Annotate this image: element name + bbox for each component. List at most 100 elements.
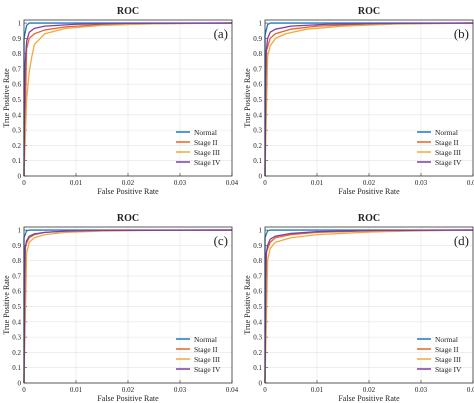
- y-tick-label: 0.6: [253, 81, 262, 89]
- y-tick-label: 0.2: [253, 142, 262, 150]
- series-line-stage-iv: [264, 22, 474, 177]
- chart-title: ROC: [358, 213, 380, 224]
- legend-label: Normal: [435, 128, 458, 137]
- x-axis-label: False Positive Rate: [338, 187, 400, 196]
- y-tick-label: 0.9: [253, 242, 262, 250]
- x-tick-label: 0.03: [415, 179, 428, 187]
- x-tick-label: 0.04: [226, 179, 239, 187]
- x-tick-label: 0.01: [70, 386, 83, 394]
- legend-label: Stage IV: [194, 365, 221, 374]
- chart-title: ROC: [117, 6, 139, 17]
- y-tick-label: 0.7: [12, 272, 21, 280]
- series-line-stage-iv: [264, 229, 474, 384]
- y-tick-label: 0.5: [12, 96, 21, 104]
- series-line-stage-iv: [23, 229, 233, 384]
- y-tick-label: 0.3: [253, 334, 262, 342]
- legend-label: Stage III: [194, 148, 221, 157]
- y-tick-label: 1: [18, 227, 22, 235]
- y-tick-label: 0.7: [253, 65, 262, 73]
- roc-panel-3: 0 0.1 0.2 0.3 0.4 0.5 0.6 0.7 0.8 0.9 1 0 0.01 0.02 0.…: [2, 213, 239, 403]
- legend-label: Stage II: [435, 345, 459, 354]
- y-tick-label: 0: [259, 173, 263, 181]
- legend-label: Stage II: [194, 345, 218, 354]
- panel-label: (d): [454, 233, 469, 248]
- y-tick-label: 1: [259, 227, 263, 235]
- y-tick-label: 0.5: [12, 303, 21, 311]
- series-line-stage-iii: [264, 229, 474, 384]
- y-tick-label: 0.8: [12, 50, 21, 58]
- x-tick-label: 0.03: [174, 179, 187, 187]
- legend-label: Stage IV: [194, 158, 221, 167]
- y-axis-label: True Positive Rate: [243, 275, 252, 335]
- x-tick-label: 0.04: [226, 386, 239, 394]
- axes-frame: [264, 19, 474, 177]
- y-tick-label: 0.6: [12, 288, 21, 296]
- y-tick-label: 0.4: [12, 318, 21, 326]
- y-tick-label: 0.4: [253, 318, 262, 326]
- legend-label: Stage II: [435, 138, 459, 147]
- y-tick-label: 0.8: [253, 257, 262, 265]
- x-tick-label: 0: [22, 179, 26, 187]
- y-tick-label: 0.9: [12, 242, 21, 250]
- x-tick-label: 0: [22, 386, 26, 394]
- x-tick-label: 0.01: [70, 179, 83, 187]
- panel-label: (c): [214, 233, 228, 248]
- x-tick-label: 0.02: [363, 386, 376, 394]
- y-tick-label: 0: [18, 173, 22, 181]
- axes-frame: [23, 226, 233, 384]
- x-tick-label: 0.01: [311, 386, 324, 394]
- x-tick-label: 0.03: [174, 386, 187, 394]
- chart-title: ROC: [117, 213, 139, 224]
- legend-label: Stage II: [194, 138, 218, 147]
- x-tick-label: 0.02: [122, 386, 135, 394]
- y-tick-label: 0.1: [253, 364, 262, 372]
- roc-panel-1: 0 0.1 0.2 0.3 0.4 0.5 0.6 0.7 0.8 0.9 1 0 0.01 0.02 0.…: [2, 6, 239, 196]
- legend-label: Normal: [194, 335, 217, 344]
- y-tick-label: 0.3: [12, 127, 21, 135]
- y-axis-label: True Positive Rate: [243, 68, 252, 128]
- chart-title: ROC: [358, 6, 380, 17]
- y-tick-label: 0.4: [253, 111, 262, 119]
- legend-label: Normal: [435, 335, 458, 344]
- y-tick-label: 0.8: [253, 50, 262, 58]
- legend-label: Stage III: [194, 355, 221, 364]
- x-tick-label: 0.02: [122, 179, 135, 187]
- x-axis-label: False Positive Rate: [97, 394, 159, 403]
- x-tick-label: 0: [263, 386, 267, 394]
- x-axis-label: False Positive Rate: [338, 394, 400, 403]
- roc-panel-4: 0 0.1 0.2 0.3 0.4 0.5 0.6 0.7 0.8 0.9 1 0 0.01 0.02 0.…: [243, 213, 474, 403]
- axes-frame: [264, 226, 474, 384]
- panel-label: (b): [454, 26, 469, 41]
- legend-label: Normal: [194, 128, 217, 137]
- y-tick-label: 0.2: [253, 349, 262, 357]
- x-tick-label: 0.03: [415, 386, 428, 394]
- legend-label: Stage IV: [435, 158, 462, 167]
- y-tick-label: 0.3: [253, 127, 262, 135]
- y-tick-label: 0.9: [253, 35, 262, 43]
- y-tick-label: 0: [18, 380, 22, 388]
- y-tick-label: 0.2: [12, 349, 21, 357]
- y-tick-label: 1: [259, 20, 263, 28]
- y-tick-label: 0.6: [253, 288, 262, 296]
- y-tick-label: 0.6: [12, 81, 21, 89]
- legend-label: Stage III: [435, 355, 462, 364]
- x-tick-label: 0.01: [311, 179, 324, 187]
- y-tick-label: 0.7: [12, 65, 21, 73]
- series-line-stage-iii: [23, 22, 233, 177]
- roc-panel-2: 0 0.1 0.2 0.3 0.4 0.5 0.6 0.7 0.8 0.9 1 0 0.01 0.02 0.…: [243, 6, 474, 196]
- y-tick-label: 0: [259, 380, 263, 388]
- x-tick-label: 0: [263, 179, 267, 187]
- series-line-stage-iv: [23, 22, 233, 177]
- y-tick-label: 0.5: [253, 303, 262, 311]
- y-tick-label: 0.1: [12, 157, 21, 165]
- legend-label: Stage IV: [435, 365, 462, 374]
- y-tick-label: 0.3: [12, 334, 21, 342]
- y-tick-label: 0.1: [12, 364, 21, 372]
- x-axis-label: False Positive Rate: [97, 187, 159, 196]
- y-axis-label: True Positive Rate: [2, 68, 11, 128]
- y-tick-label: 0.5: [253, 96, 262, 104]
